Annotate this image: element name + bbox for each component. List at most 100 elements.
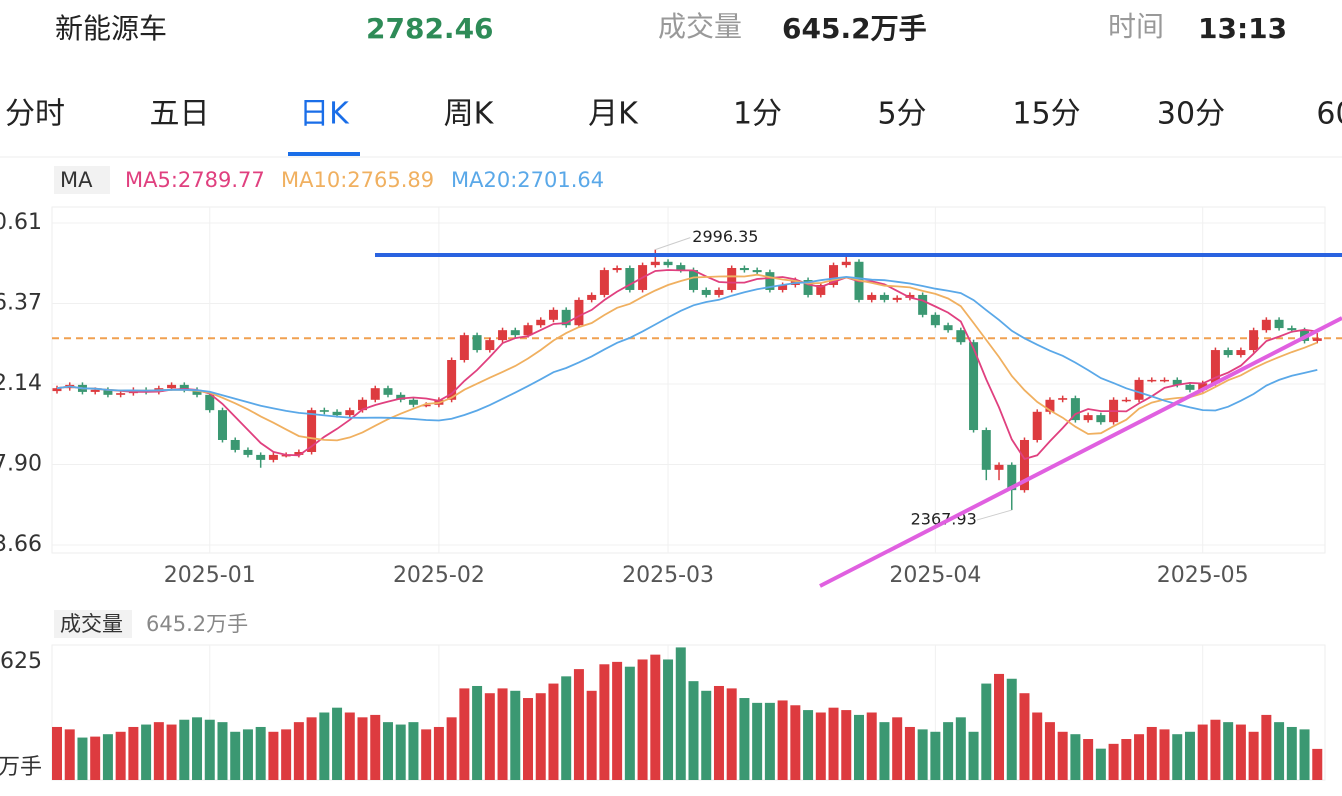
candle-body xyxy=(663,261,673,266)
ma20-line xyxy=(56,275,1318,422)
volume-bar xyxy=(268,731,279,780)
x-tick-label: 2025-03 xyxy=(622,563,714,588)
volume-bar xyxy=(955,717,966,780)
volume-bar xyxy=(828,707,839,780)
volume-bar xyxy=(1274,722,1285,780)
volume-bar xyxy=(548,683,559,780)
volume-bar xyxy=(561,676,572,780)
candle-body xyxy=(217,410,227,440)
candle-body xyxy=(676,265,686,271)
candle-body xyxy=(816,284,826,295)
high-leader xyxy=(655,237,691,251)
candle-body xyxy=(994,464,1004,470)
volume-bar xyxy=(395,724,406,780)
tab[interactable]: 15分 xyxy=(1012,97,1080,132)
candle-body xyxy=(307,410,317,453)
tab[interactable]: 5分 xyxy=(877,97,926,132)
volume-bar xyxy=(370,714,381,780)
candle-body xyxy=(1058,398,1068,400)
volume-bar xyxy=(204,719,215,780)
candle-body xyxy=(778,284,788,290)
volume-bar xyxy=(102,734,113,780)
low-leader xyxy=(976,509,1012,521)
candle-body xyxy=(1223,350,1233,356)
tab[interactable]: 周K xyxy=(444,97,495,132)
volume-bar xyxy=(1197,724,1208,780)
tab[interactable]: 日K xyxy=(299,97,350,132)
volume-bar xyxy=(344,712,355,780)
candle-body xyxy=(167,384,177,389)
candle-body xyxy=(1160,379,1170,382)
ma5-legend: MA5:2789.77 xyxy=(125,168,265,192)
volume-bar xyxy=(650,654,661,780)
tab[interactable]: 30分 xyxy=(1157,97,1225,132)
volume-title-box xyxy=(54,610,132,638)
volume-bar xyxy=(739,698,750,780)
candle-body xyxy=(345,410,355,416)
volume-bar xyxy=(879,722,890,780)
volume-bar xyxy=(523,698,534,780)
candle-body xyxy=(1134,379,1144,400)
candle-body xyxy=(841,261,851,266)
volume-bar xyxy=(675,647,686,780)
candle-body xyxy=(421,404,431,407)
candle-body xyxy=(1172,379,1182,385)
candle-body xyxy=(561,309,571,326)
index-name: 新能源车 xyxy=(55,12,167,45)
volume-bar xyxy=(841,710,852,780)
candle-body xyxy=(943,325,953,331)
x-tick-label: 2025-01 xyxy=(164,563,256,588)
candle-body xyxy=(116,393,126,395)
tab[interactable]: 1分 xyxy=(733,97,782,132)
volume-bar xyxy=(459,688,470,780)
volume-bar xyxy=(1095,748,1106,780)
volume-bar xyxy=(1044,722,1055,780)
candle-body xyxy=(981,430,991,470)
volume-bar xyxy=(981,683,992,780)
candle-body xyxy=(956,330,966,343)
candle-body xyxy=(268,454,278,460)
y-tick-label: 2866.37 xyxy=(0,290,42,315)
x-tick-label: 2025-05 xyxy=(1157,563,1249,588)
candle-body xyxy=(587,294,597,300)
volume-bar xyxy=(1134,734,1145,780)
candle-body xyxy=(739,268,749,271)
candle-body xyxy=(510,330,520,336)
candle-body xyxy=(612,268,622,271)
tab[interactable]: 60 xyxy=(1316,97,1342,132)
candle-body xyxy=(294,452,304,455)
volume-bar xyxy=(701,690,712,780)
candle-body xyxy=(1185,384,1195,390)
volume-bar xyxy=(1019,693,1030,780)
candle-body xyxy=(396,394,406,400)
volume-bar xyxy=(688,681,699,780)
high-label: 2996.35 xyxy=(692,227,758,246)
candle-body xyxy=(103,389,113,395)
ma-title-box xyxy=(54,166,110,194)
candle-body xyxy=(574,299,584,326)
volume-bar xyxy=(255,726,266,780)
volume-bar xyxy=(1312,748,1323,780)
volume-bar xyxy=(421,729,432,780)
volume-bar xyxy=(1057,731,1068,780)
volume-bar xyxy=(293,722,304,780)
tab[interactable]: 分时 xyxy=(5,97,65,132)
time-value: 13:13 xyxy=(1198,12,1287,45)
candle-body xyxy=(1312,338,1322,341)
volume-bar xyxy=(904,726,915,780)
candle-body xyxy=(1083,415,1093,421)
volume-bar xyxy=(1210,719,1221,780)
volume-bar xyxy=(90,736,101,780)
candle-body xyxy=(1045,399,1055,412)
volume-bar xyxy=(1083,739,1094,780)
volume-bar xyxy=(332,707,343,780)
tab[interactable]: 月K xyxy=(588,97,639,132)
tab[interactable]: 五日 xyxy=(150,97,210,132)
ma10-legend: MA10:2765.89 xyxy=(281,168,434,192)
candle-body xyxy=(319,410,329,412)
volume-axis-top: 625 xyxy=(0,649,42,674)
volume-bar xyxy=(599,664,610,780)
volume-bar xyxy=(1146,726,1157,780)
drawn-trend-line xyxy=(819,316,1342,588)
volume-bar xyxy=(1261,714,1272,780)
